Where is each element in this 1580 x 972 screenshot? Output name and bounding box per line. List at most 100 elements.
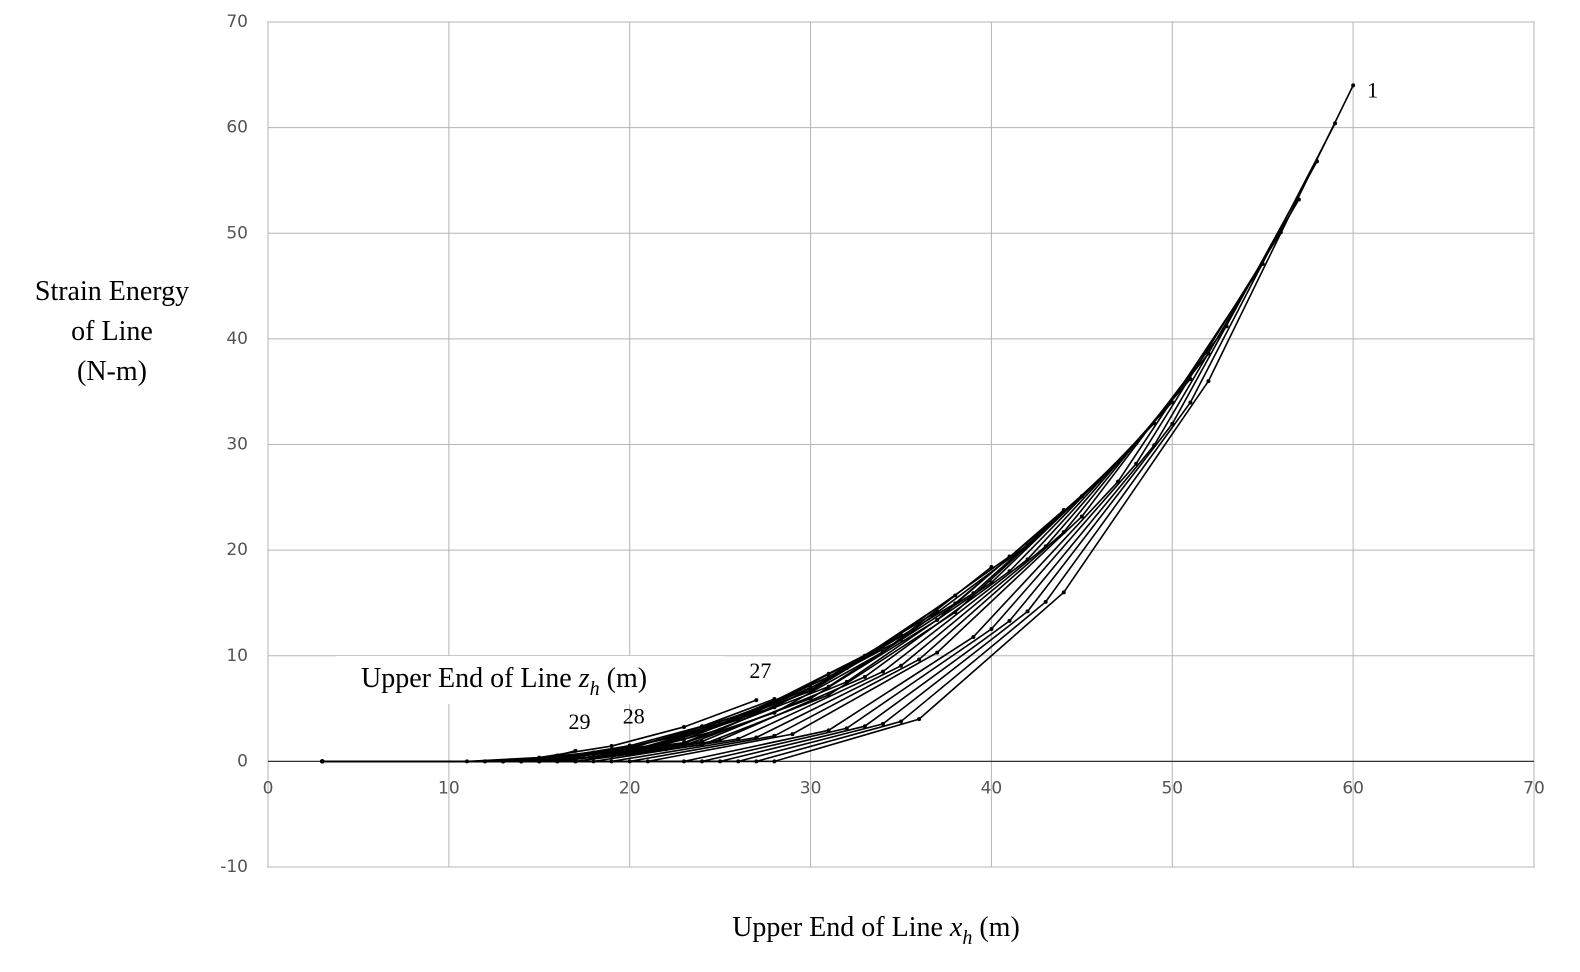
y-tick-label: 50 bbox=[226, 223, 248, 243]
data-point bbox=[772, 697, 777, 702]
data-point bbox=[826, 671, 831, 676]
data-point bbox=[627, 743, 632, 748]
data-point bbox=[609, 759, 614, 764]
x-axis-label: Upper End of Line xh (m) bbox=[732, 912, 1020, 949]
label-part: h bbox=[962, 927, 972, 949]
series-group: 1 27 28 29 bbox=[320, 77, 1378, 764]
data-point bbox=[1152, 443, 1157, 448]
data-point bbox=[1206, 351, 1211, 356]
data-point bbox=[1007, 554, 1012, 559]
data-point bbox=[681, 737, 686, 742]
data-point bbox=[591, 750, 596, 755]
data-point bbox=[1278, 230, 1283, 235]
data-point bbox=[862, 674, 867, 679]
data-point bbox=[808, 685, 813, 690]
y-tick-label: 0 bbox=[237, 751, 248, 771]
data-point bbox=[899, 719, 903, 724]
data-point bbox=[989, 565, 994, 570]
data-point bbox=[663, 747, 668, 752]
data-point bbox=[320, 759, 325, 764]
y-tick-label: -10 bbox=[220, 857, 248, 877]
data-point bbox=[1116, 479, 1121, 484]
data-point bbox=[736, 736, 741, 741]
annotation-box bbox=[336, 656, 724, 704]
data-point bbox=[718, 759, 723, 764]
y-tick-label: 60 bbox=[226, 118, 248, 138]
data-point bbox=[953, 610, 958, 615]
data-point bbox=[772, 759, 777, 764]
series-line bbox=[322, 750, 576, 763]
annotation: Upper End of Line zh (m) bbox=[361, 663, 647, 700]
data-point bbox=[844, 726, 849, 731]
y-tick-label: 10 bbox=[226, 646, 248, 666]
data-point bbox=[663, 740, 668, 745]
data-point bbox=[681, 759, 686, 764]
data-point bbox=[1043, 599, 1048, 604]
data-point bbox=[700, 742, 705, 747]
data-point bbox=[935, 617, 940, 622]
label-part: z bbox=[578, 663, 590, 694]
series-line bbox=[322, 495, 1083, 763]
data-point bbox=[989, 627, 994, 632]
data-point bbox=[1116, 460, 1121, 465]
data-point bbox=[862, 724, 867, 729]
data-point bbox=[700, 739, 705, 744]
data-point bbox=[1188, 400, 1193, 405]
y-axis-label: of Line bbox=[71, 316, 153, 347]
series-label: 1 bbox=[1367, 77, 1378, 102]
series-label: 28 bbox=[623, 704, 645, 729]
x-tick-label: 20 bbox=[619, 778, 641, 798]
data-point bbox=[826, 693, 831, 698]
x-tick-label: 70 bbox=[1523, 778, 1545, 798]
data-point bbox=[501, 759, 506, 764]
data-point bbox=[1025, 609, 1030, 614]
label-part: h bbox=[590, 678, 600, 700]
data-point bbox=[1333, 121, 1338, 126]
data-point bbox=[1170, 400, 1175, 405]
data-point bbox=[772, 710, 777, 715]
y-tick-label: 40 bbox=[226, 329, 248, 349]
label-part: Upper End of Line bbox=[361, 663, 579, 694]
y-axis-label: Strain Energy bbox=[35, 276, 189, 307]
y-tick-label: 70 bbox=[226, 12, 248, 32]
data-point bbox=[519, 758, 524, 763]
series-line bbox=[322, 479, 1101, 763]
x-tick-label: 40 bbox=[981, 778, 1003, 798]
label-part: (m) bbox=[600, 663, 647, 694]
series-line bbox=[322, 461, 1119, 763]
data-point bbox=[1314, 159, 1319, 164]
data-point bbox=[591, 759, 596, 764]
data-point bbox=[899, 663, 903, 668]
data-point bbox=[754, 759, 759, 764]
data-point bbox=[1224, 324, 1229, 329]
data-point bbox=[935, 650, 940, 655]
data-point bbox=[1351, 83, 1356, 88]
data-point bbox=[1007, 618, 1012, 623]
data-point bbox=[1260, 261, 1265, 266]
data-point bbox=[1061, 507, 1066, 512]
y-tick-label: 20 bbox=[226, 540, 248, 560]
data-point bbox=[1188, 377, 1193, 382]
data-point bbox=[645, 759, 650, 764]
y-axis-label: (N-m) bbox=[77, 356, 147, 387]
data-point bbox=[609, 753, 614, 758]
label-part: (m) bbox=[972, 912, 1019, 943]
data-point bbox=[1025, 557, 1030, 562]
data-point bbox=[1296, 197, 1301, 202]
data-point bbox=[862, 653, 867, 658]
data-point bbox=[1170, 421, 1175, 426]
x-tick-label: 30 bbox=[800, 778, 822, 798]
data-point bbox=[1152, 421, 1157, 426]
x-tick-label: 10 bbox=[438, 778, 460, 798]
data-point bbox=[899, 632, 903, 637]
x-tick-label: 50 bbox=[1161, 778, 1183, 798]
data-point bbox=[1134, 441, 1139, 446]
data-point bbox=[1079, 494, 1084, 499]
data-point bbox=[826, 728, 831, 733]
data-point bbox=[700, 759, 705, 764]
data-point bbox=[681, 743, 686, 748]
data-point bbox=[880, 650, 885, 655]
data-point bbox=[989, 580, 994, 585]
series-line bbox=[322, 401, 1173, 763]
data-point bbox=[736, 717, 741, 722]
